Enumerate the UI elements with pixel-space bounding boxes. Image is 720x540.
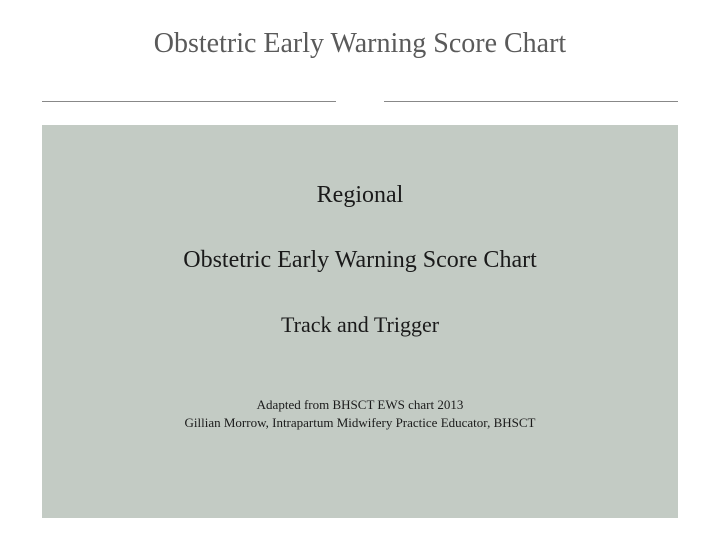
content-area: Regional Obstetric Early Warning Score C… [42,150,678,432]
body-line-2: Obstetric Early Warning Score Chart [42,247,678,274]
divider [0,82,720,122]
body-line-3: Track and Trigger [42,312,678,338]
slide-title: Obstetric Early Warning Score Chart [0,28,720,60]
footer-line-2: Gillian Morrow, Intrapartum Midwifery Pr… [42,414,678,432]
divider-circle-icon [341,82,379,120]
header-section: Obstetric Early Warning Score Chart [0,0,720,60]
presentation-slide: Obstetric Early Warning Score Chart Regi… [0,0,720,540]
footer-text: Adapted from BHSCT EWS chart 2013 Gillia… [42,396,678,432]
body-line-1: Regional [42,182,678,209]
footer-line-1: Adapted from BHSCT EWS chart 2013 [42,396,678,414]
